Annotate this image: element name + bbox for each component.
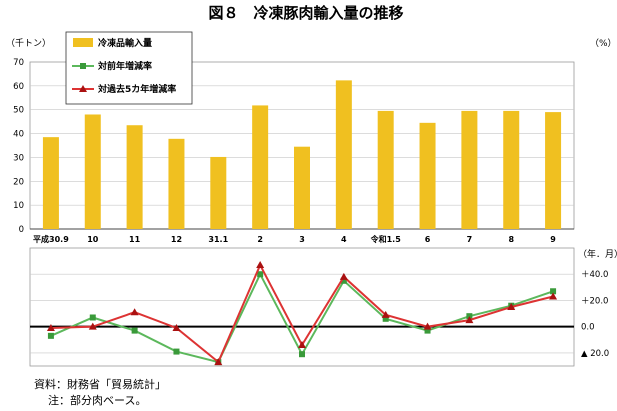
x-tick-label: 9 (550, 235, 556, 244)
series-1-point (340, 277, 347, 284)
series-2-point (298, 341, 306, 349)
series-2-point (88, 322, 97, 330)
bar (335, 80, 352, 230)
left-unit-label: （千トン） (6, 38, 51, 49)
series-2-point (46, 323, 55, 331)
chart-title: 図８ 冷凍豚肉輸入量の推移 (208, 4, 403, 22)
bar (294, 146, 310, 229)
x-tick-label: 11 (129, 235, 141, 244)
series-1-point (173, 348, 180, 355)
y-tick-label: 20 (13, 177, 24, 187)
legend-marker-line-1 (80, 63, 86, 69)
x-tick-label: 2 (257, 235, 263, 244)
series-2-point (381, 310, 390, 318)
series-2-point (507, 303, 516, 310)
y-tick-label: 40 (13, 130, 24, 140)
bar (84, 114, 101, 229)
lower-plot-area (29, 247, 575, 367)
series-1-point (299, 351, 305, 358)
series-2-point (339, 272, 348, 280)
series-2-point (465, 316, 474, 324)
x-tick-label: 3 (299, 235, 305, 244)
series-2-point (214, 358, 223, 366)
x-tick-label: 31.1 (208, 235, 228, 244)
y-tick-label: 50 (13, 106, 24, 116)
y-tick-label: 10 (13, 201, 24, 211)
bar (461, 110, 478, 229)
x-tick-label: 4 (341, 235, 347, 244)
bar (419, 122, 436, 229)
series-1-point (257, 271, 264, 278)
bottom-unit-label: （年．月） (578, 248, 617, 260)
x-tick-label: 令和1.5 (370, 234, 402, 244)
y-tick-label: 60 (13, 82, 24, 92)
legend-swatch-bar (73, 38, 93, 47)
right-unit-label: （%） (590, 38, 617, 49)
x-tick-label: 8 (508, 235, 514, 244)
y-tick-label: 30 (13, 153, 24, 163)
bar (126, 125, 143, 229)
series-1-point (424, 327, 431, 334)
series-2-point (172, 323, 181, 331)
y-tick-label: 0 (19, 225, 24, 235)
legend-marker-line-2 (79, 85, 87, 92)
x-tick-label: 平成30.9 (33, 234, 69, 244)
note-source: 資料：財務省「貿易統計」 (34, 377, 166, 391)
series-1-point (47, 332, 54, 339)
x-tick-label: 7 (467, 235, 473, 244)
series-2-point (130, 308, 139, 316)
note-basis: 注：部分肉ベース。 (48, 393, 146, 407)
bar (42, 137, 59, 229)
series-1-point (382, 315, 389, 322)
bar (168, 138, 185, 229)
bar (377, 110, 394, 229)
right-tick-label: ＋40.0 (581, 270, 608, 280)
series-1-point (550, 288, 557, 295)
bar (503, 110, 520, 229)
series-2-point (549, 292, 558, 300)
legend: 冷凍品輸入量 対前年増減率 対過去5カ年増減率 (65, 31, 193, 105)
legend-label-bar: 冷凍品輸入量 (98, 37, 152, 49)
series-1-point (89, 314, 96, 321)
right-tick-label: ＋20.0 (581, 296, 608, 306)
bar (252, 105, 269, 229)
legend-label-line-1: 対前年増減率 (97, 60, 152, 72)
x-tick-label: 12 (171, 235, 182, 244)
x-tick-label: 6 (425, 235, 431, 244)
series-2-point (423, 322, 432, 330)
bar (545, 112, 562, 229)
series-1-point (131, 327, 138, 334)
bar (210, 156, 227, 229)
x-tick-label: 10 (87, 235, 99, 244)
series-2-point (256, 261, 265, 269)
right-tick-label: ▲ 20.0 (581, 349, 609, 359)
legend-label-line-2: 対過去5カ年増減率 (97, 83, 176, 95)
y-tick-label: 70 (13, 58, 24, 68)
right-tick-label: 0.0 (581, 323, 595, 333)
